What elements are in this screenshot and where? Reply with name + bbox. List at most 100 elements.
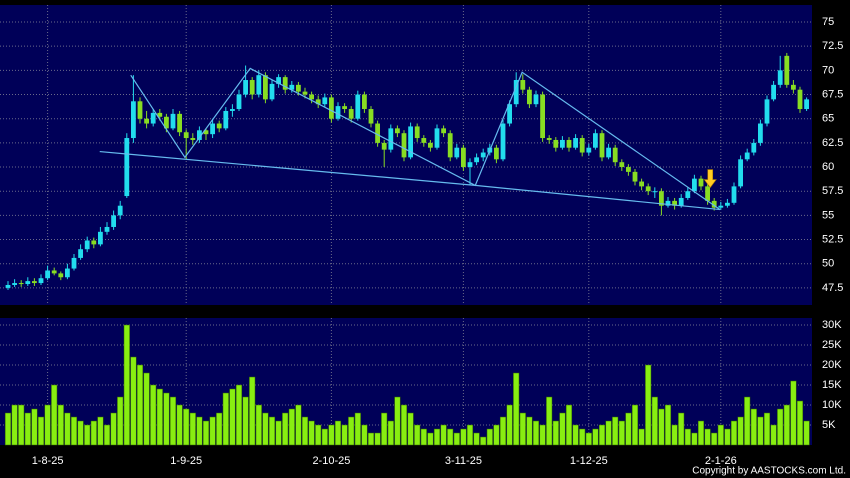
volume-bar <box>216 412 223 446</box>
y2-tick-label: 10K <box>822 399 842 411</box>
volume-bar <box>31 408 38 446</box>
volume-bar <box>242 396 249 446</box>
y2-tick-label: 15K <box>822 379 842 391</box>
volume-bar <box>460 428 467 446</box>
volume-bar <box>117 396 124 446</box>
volume-bar <box>493 424 500 446</box>
volume-bar <box>803 420 810 446</box>
candle-body <box>454 147 460 158</box>
volume-bar <box>473 432 480 446</box>
volume-bar <box>282 412 289 446</box>
volume-bar <box>163 392 170 446</box>
candle-body <box>428 142 433 148</box>
volume-bar <box>90 420 97 446</box>
volume-bar <box>103 424 111 446</box>
candle-body <box>480 152 486 158</box>
candle-body <box>302 91 308 95</box>
candle-body <box>593 133 598 148</box>
x-tick-label: 3-11-25 <box>445 455 482 467</box>
volume-bar <box>64 412 71 446</box>
volume-bar <box>136 364 144 446</box>
candle-body <box>38 278 44 284</box>
volume-bar <box>255 404 262 446</box>
y-tick-label: 72.5 <box>822 40 843 52</box>
candle-body <box>474 157 479 163</box>
volume-bar <box>209 416 216 446</box>
pattern-line <box>99 150 721 211</box>
y-tick-label: 57.5 <box>822 185 843 197</box>
volume-bar <box>466 424 474 446</box>
candle-body <box>731 186 737 203</box>
y-tick-label: 70 <box>822 64 834 76</box>
volume-bar <box>658 408 665 446</box>
volume-bar <box>44 404 51 446</box>
volume-bar <box>770 424 777 446</box>
volume-bar <box>625 412 632 446</box>
volume-bar <box>757 416 764 446</box>
volume-bar <box>308 420 315 446</box>
volume-bar <box>84 424 91 446</box>
y-tick-label: 62.5 <box>822 137 843 149</box>
candle-body <box>243 80 248 95</box>
candle-body <box>678 197 684 206</box>
volume-bar <box>704 428 711 446</box>
y-tick-label: 60 <box>822 161 834 173</box>
candle-body <box>461 147 466 168</box>
candle-body <box>434 128 440 148</box>
volume-bar <box>97 416 104 446</box>
candle-body <box>183 132 189 139</box>
volume-bar <box>315 424 322 446</box>
candle-body <box>566 139 572 148</box>
volume-bar <box>499 416 507 446</box>
volume-bar <box>361 424 368 446</box>
candle-body <box>282 77 288 90</box>
volume-bar <box>348 416 355 446</box>
volume-bar <box>638 428 645 446</box>
candle-body <box>513 80 519 105</box>
volume-bar <box>783 404 790 446</box>
candle-body <box>414 126 420 139</box>
candle-body <box>705 186 710 201</box>
candle-body <box>573 138 578 148</box>
candle-body <box>520 80 526 90</box>
candle-body <box>210 123 215 135</box>
candle-body <box>388 128 394 150</box>
volume-bar <box>387 420 394 446</box>
candle-body <box>269 83 275 100</box>
volume-bar <box>592 428 599 446</box>
candle-body <box>619 162 625 168</box>
candle-body <box>500 123 506 160</box>
volume-bar <box>744 396 751 446</box>
candle-body <box>672 200 677 206</box>
volume-bar <box>394 396 401 446</box>
volume-bar <box>513 372 520 446</box>
candle-body <box>533 94 539 105</box>
candle-body <box>546 138 552 140</box>
candle-body <box>659 191 664 206</box>
volume-bar <box>546 396 553 446</box>
candle-body <box>84 240 90 250</box>
volume-bar <box>532 420 540 446</box>
volume-bar <box>143 372 150 446</box>
volume-bar <box>222 392 229 446</box>
candle-body <box>12 283 17 285</box>
candle-body <box>216 123 222 129</box>
volume-bar <box>176 404 183 446</box>
candle-body <box>586 147 592 153</box>
volume-bar <box>334 420 342 446</box>
candle-body <box>494 147 499 160</box>
volume-bar <box>354 412 361 446</box>
volume-bar <box>70 416 78 446</box>
x-tick-label: 1-9-25 <box>170 455 202 467</box>
volume-bar <box>77 420 84 446</box>
volume-bar <box>11 404 18 446</box>
candle-body <box>322 97 328 105</box>
candle-body <box>124 138 130 197</box>
y2-tick-label: 30K <box>822 319 842 331</box>
candle-body <box>652 191 658 193</box>
candle-body <box>51 270 57 274</box>
candle-body <box>18 283 24 285</box>
volume-bar <box>130 356 137 446</box>
candle-body <box>203 130 209 135</box>
volume-bar <box>123 324 130 446</box>
